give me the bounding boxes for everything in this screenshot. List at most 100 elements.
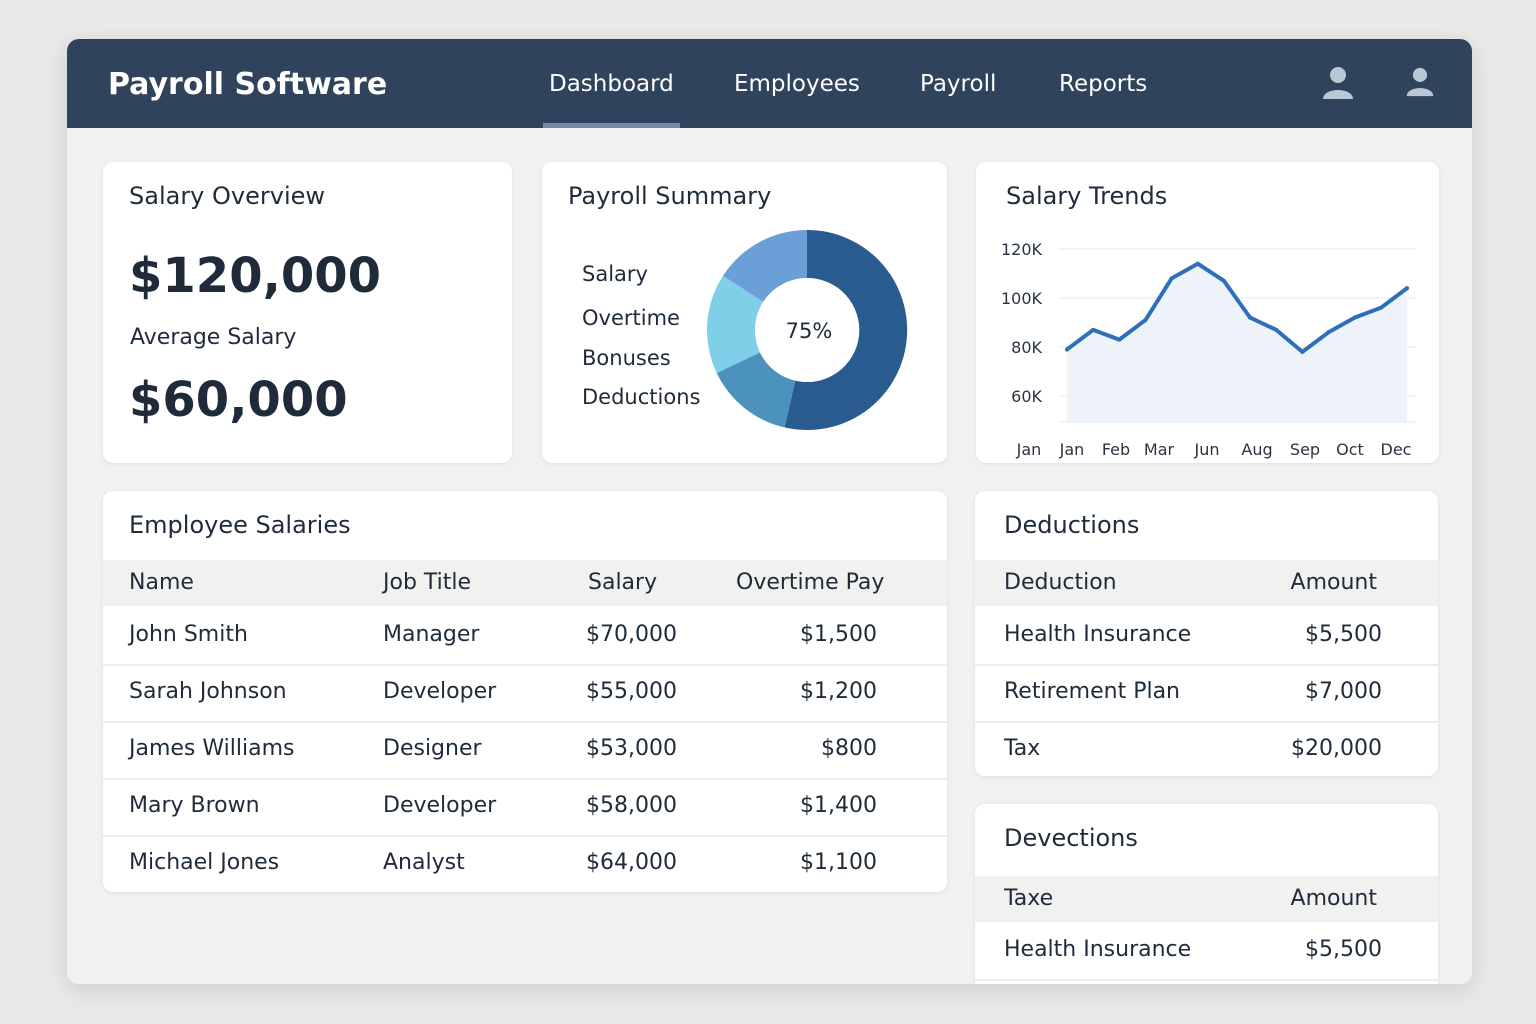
deductions-card: Deductions Deduction Amount Health Insur… — [975, 491, 1438, 776]
table-row[interactable]: Sarah Johnson Developer $55,000 $1,200 — [103, 664, 947, 723]
employee-salaries-title: Employee Salaries — [129, 511, 351, 539]
series-line-salary — [1065, 261, 1409, 354]
employee-salaries-card: Employee Salaries Name Job Title Salary … — [103, 491, 947, 892]
payroll-donut-chart: 75% — [707, 229, 908, 430]
table-row[interactable]: John Smith Manager $70,000 $1,500 — [103, 607, 947, 666]
donut-segment-salary — [784, 229, 908, 430]
nav-employees[interactable]: Employees — [734, 71, 860, 97]
cell-amount: $5,500 — [1305, 622, 1382, 647]
data-point — [1248, 315, 1253, 320]
data-point — [1221, 278, 1226, 283]
table-row[interactable]: Health Insurance $5,500 — [975, 607, 1438, 666]
table-row[interactable]: James Williams Designer $53,000 $800 — [103, 721, 947, 780]
column-header-name[interactable]: Name — [129, 570, 194, 595]
x-tick-label: Aug — [1241, 440, 1272, 459]
data-point — [1326, 330, 1331, 335]
cell-deduction: Tax — [1004, 736, 1041, 761]
legend-bonuses: Bonuses — [582, 346, 671, 370]
legend-salary: Salary — [582, 262, 648, 286]
y-tick-label: 100K — [1001, 289, 1043, 308]
cell-amount: $20,000 — [1291, 736, 1382, 761]
salary-trends-card: Salary Trends 120K 100K 80K 60K Jan Jan Feb Mar… — [976, 162, 1439, 463]
data-point — [1352, 315, 1357, 320]
salary-trends-chart: 120K 100K 80K 60K Jan Jan Feb Mar Jun Aug Sep Oct De… — [1001, 240, 1416, 459]
cell-overtime-pay: $1,500 — [800, 622, 877, 647]
cell-salary: $58,000 — [586, 793, 677, 818]
cell-overtime-pay: $1,200 — [800, 679, 877, 704]
x-tick-label: Sep — [1290, 440, 1320, 459]
table-row[interactable]: Mary Brown Developer $58,000 $1,400 — [103, 778, 947, 837]
nav-payroll[interactable]: Payroll — [920, 71, 997, 97]
cell-overtime-pay: $1,100 — [800, 850, 877, 875]
table-row[interactable]: Health Insurance $5,500 — [975, 922, 1438, 981]
y-tick-label: 60K — [1011, 387, 1042, 406]
average-salary-label: Average Salary — [130, 325, 297, 350]
cell-job-title: Developer — [383, 793, 497, 818]
x-tick-label: Feb — [1102, 440, 1130, 459]
column-header-amount[interactable]: Amount — [1290, 570, 1377, 595]
table-row[interactable]: Tax $20,000 — [975, 721, 1438, 776]
cell-job-title: Designer — [383, 736, 482, 761]
table-row[interactable]: Retirement Plan $7,000 — [975, 664, 1438, 723]
deductions-title: Deductions — [1004, 511, 1140, 539]
legend-overtime: Overtime — [582, 306, 680, 330]
table-row[interactable]: Michael Jones Analyst $64,000 $1,100 — [103, 835, 947, 892]
cell-amount: $5,500 — [1305, 937, 1382, 962]
cell-deduction: Health Insurance — [1004, 622, 1192, 647]
cell-name: John Smith — [129, 622, 248, 647]
cell-amount: $7,000 — [1305, 679, 1382, 704]
data-point — [1405, 286, 1409, 291]
cell-salary: $70,000 — [586, 622, 677, 647]
y-tick-label: 80K — [1011, 338, 1042, 357]
cell-overtime-pay: $800 — [821, 736, 877, 761]
cell-name: Mary Brown — [129, 793, 260, 818]
deductions-table-header: Deduction Amount — [975, 560, 1438, 606]
column-header-taxe[interactable]: Taxe — [1004, 886, 1054, 911]
x-tick-label: Oct — [1336, 440, 1364, 459]
cell-salary: $53,000 — [586, 736, 677, 761]
x-tick-label: Jan — [1059, 440, 1085, 459]
column-header-deduction[interactable]: Deduction — [1004, 570, 1117, 595]
user-icon[interactable] — [1321, 65, 1355, 101]
payroll-summary-card: Payroll Summary Salary Overtime Bonuses … — [542, 162, 947, 463]
cell-salary: $55,000 — [586, 679, 677, 704]
cell-salary: $64,000 — [586, 850, 677, 875]
data-point — [1065, 347, 1069, 352]
data-point — [1195, 261, 1200, 266]
cell-name: Sarah Johnson — [129, 679, 287, 704]
column-header-job-title[interactable]: Job Title — [383, 570, 472, 595]
donut-segment-bonuses — [723, 230, 807, 302]
nav-reports[interactable]: Reports — [1059, 71, 1148, 97]
cell-deduction: Retirement Plan — [1004, 679, 1180, 704]
employee-table-header: Name Job Title Salary Overtime Pay — [103, 560, 947, 606]
cell-name: Michael Jones — [129, 850, 280, 875]
data-point — [1274, 327, 1279, 332]
data-point — [1143, 318, 1148, 323]
top-navigation-bar: Payroll Software Dashboard Employees Pay… — [67, 39, 1472, 128]
nav-dashboard[interactable]: Dashboard — [543, 71, 680, 128]
cell-name: James Williams — [129, 736, 295, 761]
devections-card: Devections Taxe Amount Health Insurance $… — [975, 804, 1438, 984]
x-tick-label: Dec — [1381, 440, 1412, 459]
payroll-summary-title: Payroll Summary — [568, 182, 772, 210]
legend-deductions: Deductions — [582, 385, 701, 409]
y-tick-label: 120K — [1001, 240, 1043, 259]
cell-taxe: Health Insurance — [1004, 937, 1192, 962]
column-header-amount[interactable]: Amount — [1290, 886, 1377, 911]
column-header-overtime-pay[interactable]: Overtime Pay — [736, 570, 885, 595]
account-icon[interactable] — [1405, 65, 1439, 101]
donut-segment-deductions — [716, 352, 796, 428]
cell-job-title: Developer — [383, 679, 497, 704]
x-tick-label: Jun — [1194, 440, 1220, 459]
app-window: Payroll Software Dashboard Employees Pay… — [67, 39, 1472, 984]
x-tick-label: Mar — [1144, 440, 1175, 459]
column-header-salary[interactable]: Salary — [588, 570, 658, 595]
primary-salary-value: $120,000 — [129, 248, 382, 304]
cell-job-title: Manager — [383, 622, 480, 647]
app-title: Payroll Software — [108, 67, 388, 102]
salary-overview-card: Salary Overview $120,000 Average Salary … — [103, 162, 512, 463]
donut-center-label: 75% — [786, 319, 833, 343]
salary-overview-title: Salary Overview — [129, 182, 326, 210]
x-tick-label: Jan — [1016, 440, 1042, 459]
devections-table-header: Taxe Amount — [975, 876, 1438, 922]
